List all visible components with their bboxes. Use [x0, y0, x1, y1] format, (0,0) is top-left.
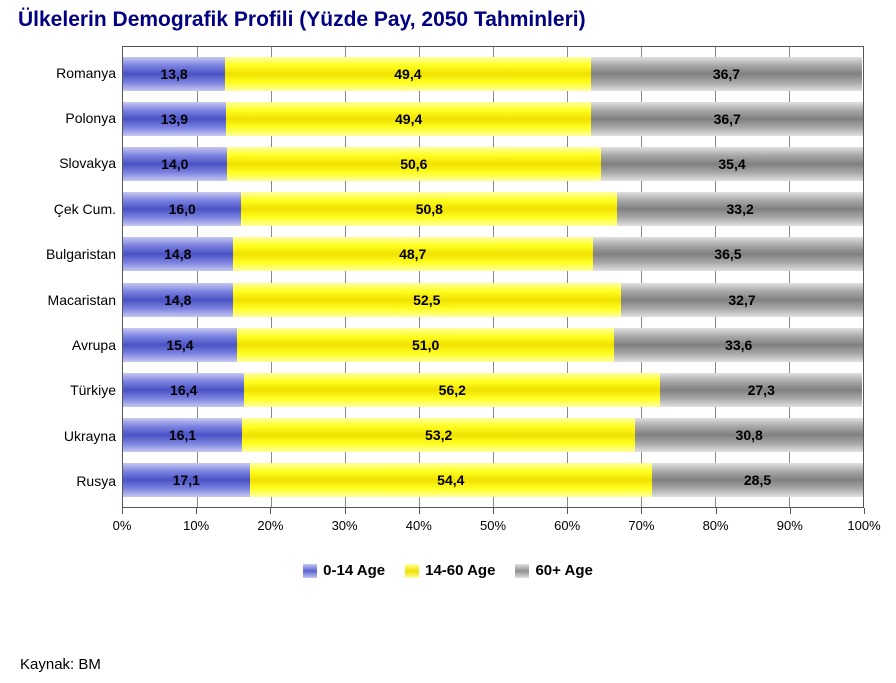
legend: 0-14 Age 14-60 Age 60+ Age	[12, 562, 884, 582]
y-axis-category-label: Romanya	[56, 51, 116, 95]
bar-segment-age-60p: 33,6	[614, 328, 863, 362]
x-axis-tick-label: 20%	[257, 518, 283, 533]
x-axis-labels: 0%10%20%30%40%50%60%70%80%90%100%	[122, 516, 864, 536]
legend-swatch-icon	[515, 564, 529, 578]
bar-segment-age-60p: 35,4	[601, 147, 863, 181]
bar-row: 16,456,227,3	[123, 373, 863, 407]
x-tick	[196, 508, 197, 514]
x-tick	[345, 508, 346, 514]
bar-segment-age-60p: 30,8	[635, 418, 863, 452]
bar-row: 13,849,436,7	[123, 57, 863, 91]
bar-segment-age-0-14: 15,4	[123, 328, 237, 362]
bar-segment-age-14-60: 50,8	[241, 192, 617, 226]
y-axis-category-label: Macaristan	[48, 278, 116, 322]
bar-segment-age-14-60: 56,2	[244, 373, 660, 407]
bar-segment-age-0-14: 16,0	[123, 192, 241, 226]
legend-swatch-icon	[405, 564, 419, 578]
x-tick	[270, 508, 271, 514]
x-axis-tick-label: 0%	[113, 518, 132, 533]
bar-segment-age-14-60: 51,0	[237, 328, 614, 362]
x-tick	[122, 508, 123, 514]
x-ticks	[122, 508, 864, 516]
bar-segment-age-60p: 36,7	[591, 102, 863, 136]
x-axis-tick-label: 90%	[777, 518, 803, 533]
x-axis: 0%10%20%30%40%50%60%70%80%90%100%	[122, 508, 864, 538]
y-axis-category-label: Çek Cum.	[54, 187, 116, 231]
y-axis-category-label: Bulgaristan	[46, 232, 116, 276]
x-axis-tick-label: 60%	[554, 518, 580, 533]
bar-row: 17,154,428,5	[123, 463, 863, 497]
bar-segment-age-0-14: 14,8	[123, 283, 233, 317]
bar-segment-age-60p: 32,7	[621, 283, 863, 317]
bar-row: 14,848,736,5	[123, 237, 863, 271]
legend-item: 60+ Age	[515, 562, 592, 579]
bar-segment-age-0-14: 14,0	[123, 147, 227, 181]
legend-label: 60+ Age	[535, 562, 592, 579]
bar-row: 16,050,833,2	[123, 192, 863, 226]
bar-row: 15,451,033,6	[123, 328, 863, 362]
bar-segment-age-0-14: 16,4	[123, 373, 244, 407]
x-tick	[419, 508, 420, 514]
y-axis-category-label: Türkiye	[70, 368, 116, 412]
bar-segment-age-60p: 36,5	[593, 237, 863, 271]
y-axis-category-label: Ukrayna	[64, 414, 116, 458]
x-tick	[493, 508, 494, 514]
bar-segment-age-14-60: 49,4	[225, 57, 591, 91]
legend-item: 0-14 Age	[303, 562, 385, 579]
bar-segment-age-14-60: 52,5	[233, 283, 622, 317]
bar-segment-age-60p: 33,2	[617, 192, 863, 226]
bar-row: 16,153,230,8	[123, 418, 863, 452]
y-axis-category-label: Avrupa	[72, 323, 116, 367]
y-axis-category-label: Rusya	[76, 459, 116, 503]
x-tick	[716, 508, 717, 514]
x-axis-tick-label: 80%	[703, 518, 729, 533]
legend-label: 0-14 Age	[323, 562, 385, 579]
x-tick	[790, 508, 791, 514]
bar-row: 13,949,436,7	[123, 102, 863, 136]
bar-segment-age-14-60: 53,2	[242, 418, 635, 452]
bar-segment-age-14-60: 49,4	[226, 102, 592, 136]
bar-segment-age-14-60: 50,6	[227, 147, 601, 181]
bar-segment-age-60p: 28,5	[652, 463, 863, 497]
y-axis-category-label: Polonya	[65, 96, 116, 140]
bar-row: 14,050,635,4	[123, 147, 863, 181]
source-label: Kaynak: BM	[20, 656, 101, 673]
bar-segment-age-0-14: 13,9	[123, 102, 226, 136]
plot-area: 13,849,436,713,949,436,714,050,635,416,0…	[122, 46, 864, 508]
bar-segment-age-60p: 36,7	[591, 57, 863, 91]
bar-segment-age-14-60: 48,7	[233, 237, 593, 271]
y-axis-category-label: Slovakya	[59, 141, 116, 185]
bar-segment-age-0-14: 14,8	[123, 237, 233, 271]
legend-item: 14-60 Age	[405, 562, 495, 579]
x-axis-tick-label: 40%	[406, 518, 432, 533]
y-axis-labels: RomanyaPolonyaSlovakyaÇek Cum.Bulgarista…	[22, 46, 122, 508]
x-tick	[641, 508, 642, 514]
legend-swatch-icon	[303, 564, 317, 578]
bar-segment-age-0-14: 13,8	[123, 57, 225, 91]
bars-group: 13,849,436,713,949,436,714,050,635,416,0…	[123, 47, 863, 507]
bar-segment-age-60p: 27,3	[660, 373, 862, 407]
x-axis-tick-label: 70%	[628, 518, 654, 533]
x-axis-tick-label: 50%	[480, 518, 506, 533]
bar-segment-age-0-14: 17,1	[123, 463, 250, 497]
chart-title: Ülkelerin Demografik Profili (Yüzde Pay,…	[12, 8, 884, 32]
x-axis-tick-label: 10%	[183, 518, 209, 533]
x-axis-tick-label: 100%	[847, 518, 880, 533]
chart-container: RomanyaPolonyaSlovakyaÇek Cum.Bulgarista…	[22, 46, 864, 508]
legend-label: 14-60 Age	[425, 562, 495, 579]
bar-segment-age-0-14: 16,1	[123, 418, 242, 452]
x-tick	[864, 508, 865, 514]
bar-segment-age-14-60: 54,4	[250, 463, 653, 497]
bar-row: 14,852,532,7	[123, 283, 863, 317]
x-tick	[567, 508, 568, 514]
x-axis-tick-label: 30%	[332, 518, 358, 533]
